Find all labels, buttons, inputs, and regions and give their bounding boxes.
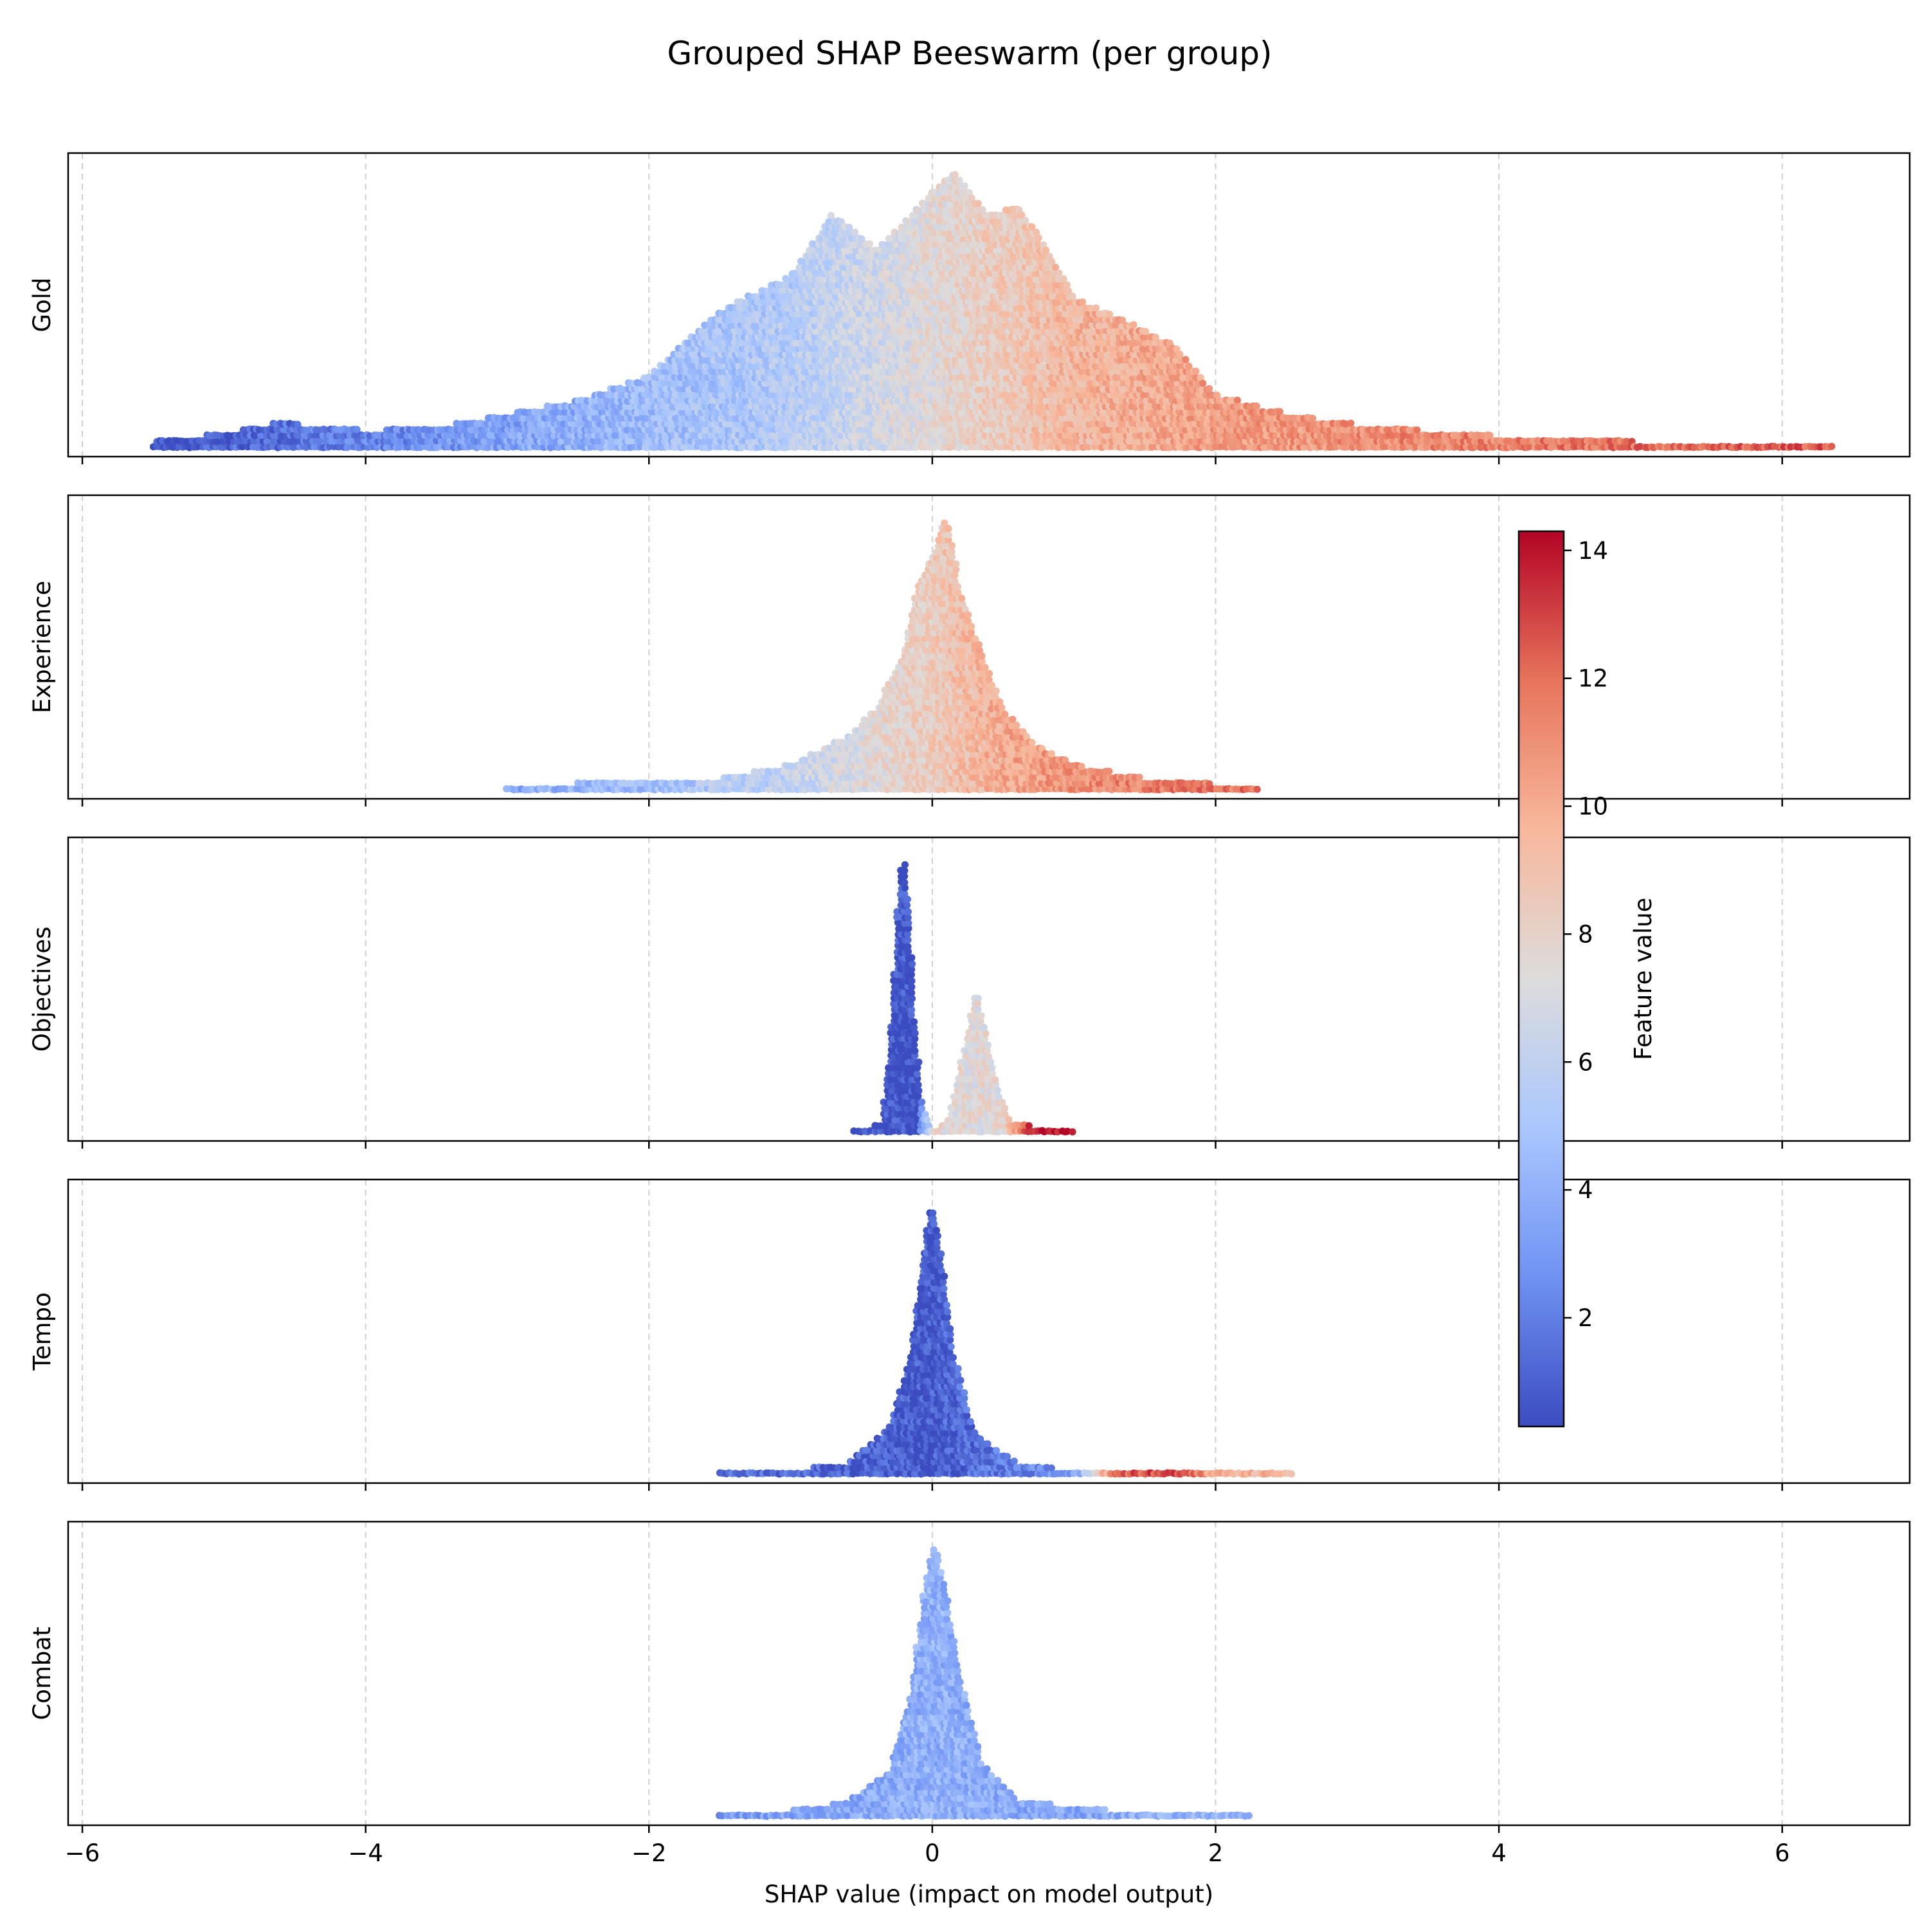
data-point [866,241,873,248]
data-point [1055,269,1062,277]
data-point [1042,247,1049,254]
panel-gold: Gold [28,153,1910,464]
data-point [975,200,982,207]
data-point [961,182,968,189]
data-point [851,229,858,236]
data-point [1022,217,1029,224]
data-point [1035,234,1042,241]
data-point [828,212,835,219]
series-gold [150,171,1835,451]
chart-title: Grouped SHAP Beeswarm (per group) [667,35,1272,72]
